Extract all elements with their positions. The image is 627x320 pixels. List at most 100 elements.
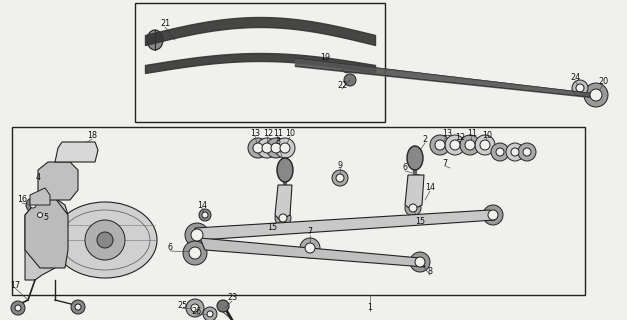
Ellipse shape [11, 301, 25, 315]
Text: 6: 6 [403, 164, 408, 172]
Text: 18: 18 [87, 132, 97, 140]
Polygon shape [25, 198, 68, 268]
Polygon shape [195, 210, 495, 240]
Text: 7: 7 [443, 158, 448, 167]
Ellipse shape [280, 143, 290, 153]
Ellipse shape [202, 212, 208, 218]
Ellipse shape [186, 299, 204, 317]
Ellipse shape [483, 205, 503, 225]
Text: 8: 8 [428, 268, 433, 276]
Text: 6: 6 [167, 244, 172, 252]
Ellipse shape [506, 143, 524, 161]
Ellipse shape [523, 148, 531, 156]
Text: 7: 7 [307, 228, 313, 236]
Ellipse shape [191, 304, 199, 312]
Text: 1: 1 [367, 303, 372, 313]
Ellipse shape [35, 210, 45, 220]
Ellipse shape [475, 135, 495, 155]
Text: 21: 21 [160, 20, 170, 28]
Text: 12: 12 [455, 133, 465, 142]
Ellipse shape [217, 300, 229, 312]
Ellipse shape [279, 214, 287, 222]
Text: 11: 11 [273, 129, 283, 138]
Ellipse shape [277, 158, 293, 182]
Text: 17: 17 [10, 281, 20, 290]
Ellipse shape [409, 204, 417, 212]
Text: 12: 12 [263, 129, 273, 138]
Polygon shape [200, 238, 425, 267]
Ellipse shape [576, 84, 584, 92]
Text: 15: 15 [415, 218, 425, 227]
Text: 14: 14 [197, 201, 207, 210]
Text: 5: 5 [43, 213, 48, 222]
Ellipse shape [191, 229, 203, 241]
Text: 22: 22 [337, 82, 347, 91]
Polygon shape [25, 198, 70, 280]
Ellipse shape [488, 210, 498, 220]
Text: 13: 13 [442, 129, 452, 138]
Text: 10: 10 [285, 130, 295, 139]
Ellipse shape [97, 232, 113, 248]
Ellipse shape [465, 140, 475, 150]
Ellipse shape [271, 143, 281, 153]
Ellipse shape [415, 257, 425, 267]
Ellipse shape [430, 135, 450, 155]
Ellipse shape [253, 143, 263, 153]
Text: 16: 16 [17, 196, 27, 204]
Ellipse shape [584, 83, 608, 107]
Ellipse shape [491, 143, 509, 161]
Text: 20: 20 [598, 77, 608, 86]
Ellipse shape [344, 74, 356, 86]
Ellipse shape [248, 138, 268, 158]
Ellipse shape [332, 170, 348, 186]
Ellipse shape [183, 241, 207, 265]
Ellipse shape [71, 300, 85, 314]
Polygon shape [38, 162, 78, 200]
Ellipse shape [511, 148, 519, 156]
Polygon shape [55, 142, 98, 162]
Text: 14: 14 [425, 183, 435, 193]
Text: 26: 26 [191, 308, 201, 316]
Ellipse shape [185, 223, 209, 247]
Ellipse shape [38, 212, 43, 218]
Ellipse shape [445, 135, 465, 155]
Text: 11: 11 [467, 129, 477, 138]
Ellipse shape [15, 305, 21, 311]
Ellipse shape [460, 135, 480, 155]
Ellipse shape [300, 238, 320, 258]
Polygon shape [405, 175, 424, 210]
Ellipse shape [572, 80, 588, 96]
Ellipse shape [75, 304, 81, 310]
Text: 4: 4 [36, 173, 41, 182]
Ellipse shape [275, 138, 295, 158]
Text: 23: 23 [227, 293, 237, 302]
Ellipse shape [207, 311, 213, 317]
Ellipse shape [262, 143, 272, 153]
Text: 10: 10 [482, 131, 492, 140]
Ellipse shape [189, 247, 201, 259]
Text: 13: 13 [250, 129, 260, 138]
Ellipse shape [147, 30, 163, 50]
Text: 9: 9 [337, 161, 342, 170]
Text: 2: 2 [423, 135, 428, 145]
Ellipse shape [266, 138, 286, 158]
Ellipse shape [275, 210, 291, 226]
Ellipse shape [30, 202, 36, 208]
Ellipse shape [26, 198, 40, 212]
Ellipse shape [590, 89, 602, 101]
Ellipse shape [450, 140, 460, 150]
Text: 15: 15 [267, 222, 277, 231]
Ellipse shape [85, 220, 125, 260]
Polygon shape [30, 188, 50, 205]
Ellipse shape [407, 146, 423, 170]
Ellipse shape [257, 138, 277, 158]
Ellipse shape [203, 307, 217, 320]
Polygon shape [275, 185, 292, 220]
Ellipse shape [305, 243, 315, 253]
Ellipse shape [518, 143, 536, 161]
Ellipse shape [435, 140, 445, 150]
Ellipse shape [199, 209, 211, 221]
Text: 19: 19 [320, 53, 330, 62]
Text: 24: 24 [570, 74, 580, 83]
Ellipse shape [480, 140, 490, 150]
